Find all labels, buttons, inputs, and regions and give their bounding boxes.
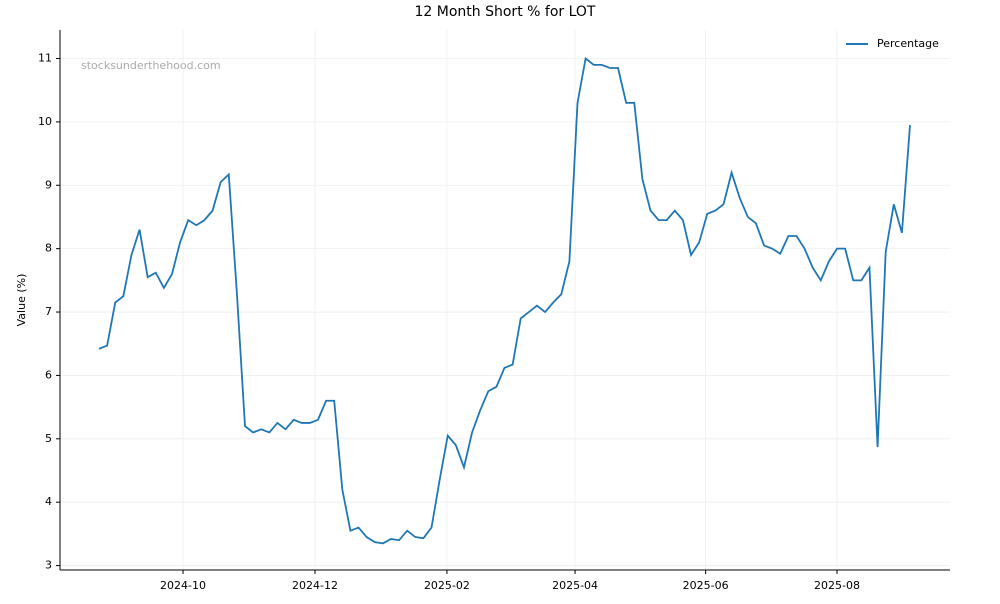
watermark: stocksunderthehood.com: [81, 59, 221, 72]
y-tick-label: 9: [45, 178, 52, 191]
y-tick-label: 5: [45, 432, 52, 445]
y-tick-label: 4: [45, 495, 52, 508]
y-tick-label: 8: [45, 242, 52, 255]
y-tick-label: 3: [45, 559, 52, 572]
y-tick-label: 7: [45, 305, 52, 318]
x-tick-label: 2025-08: [814, 579, 860, 592]
line: [98, 56, 911, 545]
x-tick-label: 2025-02: [424, 579, 470, 592]
chart-title: 12 Month Short % for LOT: [415, 4, 596, 20]
x-tick-label: 2025-04: [552, 579, 598, 592]
x-tick-label: 2024-10: [160, 579, 206, 592]
x-tick-label: 2025-06: [683, 579, 729, 592]
y-tick-label: 10: [38, 115, 52, 128]
y-axis-label: Value (%): [15, 274, 28, 327]
x-tick-label: 2024-12: [292, 579, 338, 592]
y-tick-label: 6: [45, 368, 52, 381]
y-tick-label: 11: [38, 52, 52, 65]
legend-label: Percentage: [877, 37, 939, 50]
